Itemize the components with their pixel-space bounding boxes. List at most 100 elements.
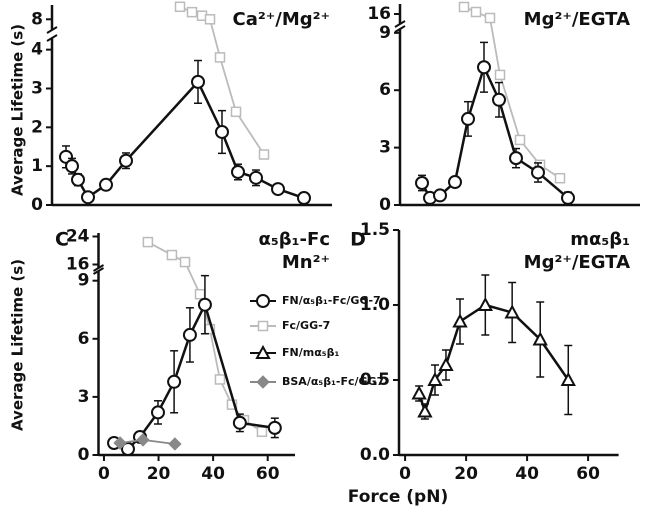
y-tick-label: 0.0 [360,445,390,465]
x-tick-label: 20 [147,464,171,484]
circle-marker [197,297,212,312]
legend-label: Fc/GG-7 [282,319,330,332]
circle-marker [271,182,285,197]
circle-marker [415,176,429,190]
panel-label: D [350,229,366,251]
y-tick-label: 9 [379,23,391,43]
axis-break [46,34,58,42]
x-tick-label: 0 [98,464,110,484]
y-tick-label: 0 [379,195,391,215]
legend-marker [255,344,271,359]
y-tick-label: 8 [31,9,43,29]
y-tick-label: 3 [31,78,43,98]
y-tick-label: 3 [379,138,391,158]
y-tick-label: 0.5 [360,370,390,390]
legend-marker [256,375,270,389]
y-tick-label: 24 [66,227,90,247]
y-tick-label: 6 [78,329,90,349]
y-tick-label: 16 [367,4,391,24]
square-marker [174,1,186,13]
panel-label: C [55,229,69,251]
triangle-marker [438,356,454,371]
axis-break [92,264,105,272]
x-tick-label: 60 [576,464,600,484]
panel-title: Mg²⁺/EGTA [524,252,630,273]
y-tick-label: 0 [78,445,90,465]
circle-marker [167,374,182,389]
panel-title: Ca²⁺/Mg²⁺ [233,9,331,30]
axis-break [394,25,406,33]
square-marker [458,1,470,13]
x-tick-label: 40 [515,464,539,484]
square-marker [256,426,268,438]
circle-marker [99,177,113,192]
circle-marker [71,172,85,187]
x-tick-label: 40 [201,464,225,484]
x-tick-label: 20 [454,464,478,484]
circle-marker [492,92,506,107]
square-marker [494,69,506,81]
square-marker [204,14,216,25]
square-marker [194,288,206,300]
circle-marker [448,175,462,190]
y-axis-label: Average Lifetime (s) [9,259,27,431]
x-tick-label: 0 [399,464,411,484]
y-tick-label: 9 [78,271,90,291]
diamond-marker [168,437,182,451]
circle-marker [433,188,447,203]
triangle-marker [452,313,468,328]
panel-title: mα₅β₁ [570,229,630,250]
series-line [420,63,569,200]
circle-marker [267,420,282,435]
axis-break [394,20,406,28]
panel-title: α₅β₁-Fc [259,229,330,250]
square-marker [179,256,191,268]
circle-marker [231,164,245,179]
panel-title: Mg²⁺/EGTA [524,9,630,30]
axis-break [46,26,58,34]
triangle-marker [417,403,433,418]
square-marker [214,52,226,63]
y-tick-label: 1.0 [360,295,390,315]
circle-marker [561,190,575,205]
circle-marker [119,153,133,168]
square-marker [470,6,482,18]
triangle-marker [411,385,427,400]
square-marker [166,249,178,261]
y-tick-label: 1 [31,156,43,176]
triangle-marker [427,371,443,386]
circle-marker [150,405,165,420]
square-marker [142,236,154,248]
axis-break [92,267,105,275]
circle-marker [461,111,475,126]
square-marker [230,106,242,118]
square-marker [514,134,526,146]
circle-marker [81,190,95,205]
square-marker [186,6,198,18]
y-tick-label: 6 [379,80,391,100]
circle-marker [232,415,247,430]
circle-marker [65,159,79,174]
legend-label: FN/mα₅β₁ [282,346,339,359]
circle-marker [191,74,205,89]
circle-marker [477,60,491,75]
series-line [147,241,263,433]
circle-marker [249,170,263,185]
y-tick-label: 16 [66,255,90,275]
diamond-marker [113,436,127,450]
circle-marker [215,124,229,139]
y-tick-label: 2 [31,117,43,137]
circle-marker [120,441,135,456]
circle-marker [531,165,545,180]
legend-marker [256,294,270,308]
triangle-marker [532,331,548,346]
series-line [417,303,570,416]
circle-marker [297,191,311,206]
diamond-marker [136,433,150,447]
x-axis-label: Force (pN) [348,487,448,507]
panel-title: Mn²⁺ [282,252,330,273]
circle-marker [509,151,523,166]
legend-marker [257,320,269,332]
